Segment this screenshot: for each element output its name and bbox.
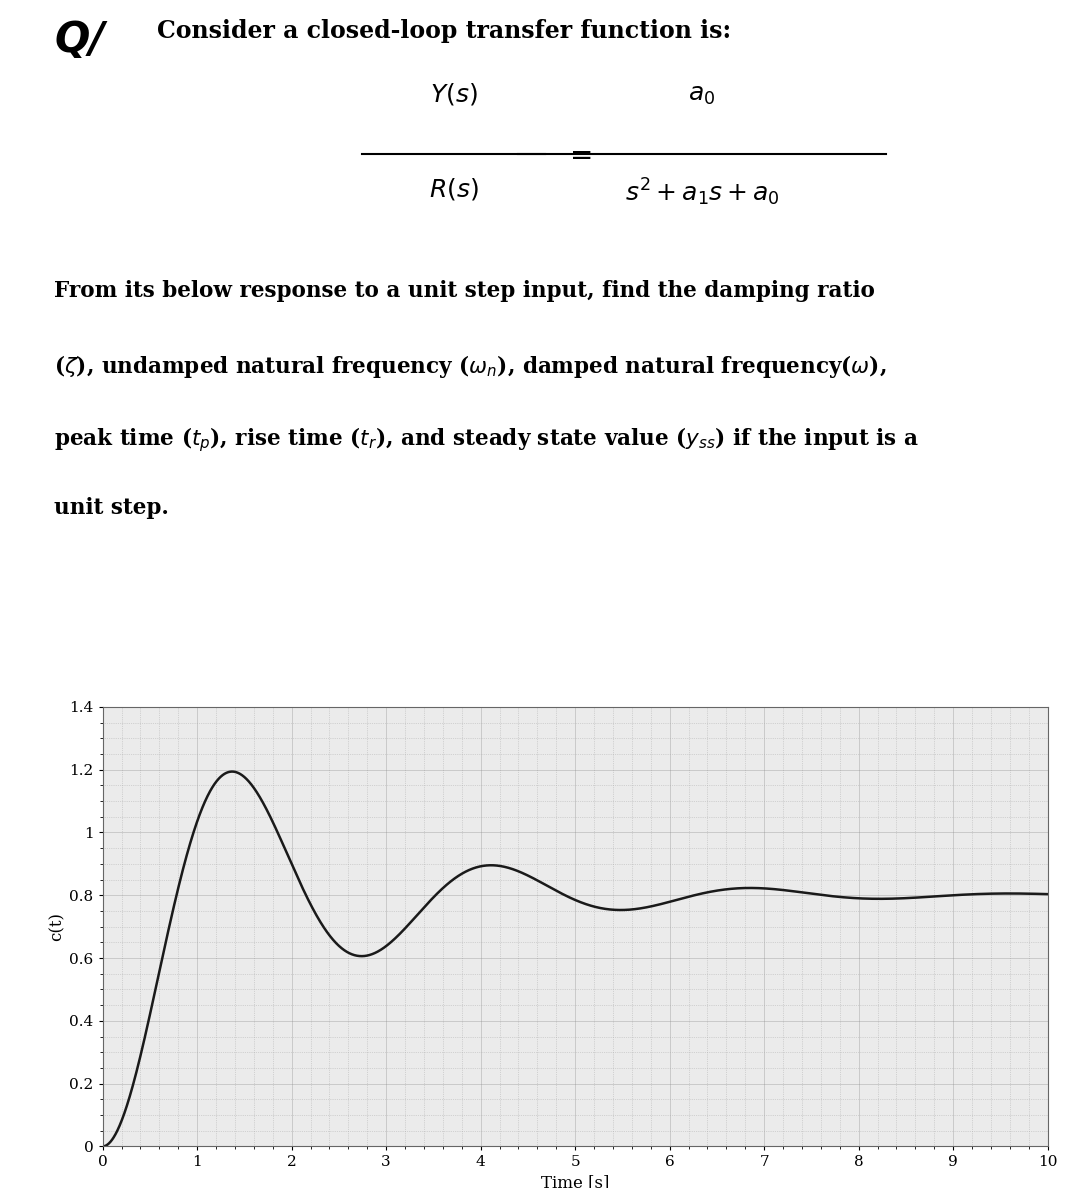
Text: Consider a closed-loop transfer function is:: Consider a closed-loop transfer function… xyxy=(157,19,731,43)
Text: $Y(s)$: $Y(s)$ xyxy=(430,81,477,107)
X-axis label: Time [s]: Time [s] xyxy=(541,1174,609,1188)
Text: ($\zeta$), undamped natural frequency ($\omega_n$), damped natural frequency($\o: ($\zeta$), undamped natural frequency ($… xyxy=(54,353,887,380)
Text: $s^2 + a_1 s + a_0$: $s^2 + a_1 s + a_0$ xyxy=(624,176,780,208)
Text: $a_0$: $a_0$ xyxy=(688,84,716,107)
Y-axis label: c(t): c(t) xyxy=(49,912,65,941)
Text: peak time ($t_p$), rise time ($t_r$), and steady state value ($y_{ss}$) if the i: peak time ($t_p$), rise time ($t_r$), an… xyxy=(54,425,919,454)
Text: $=$: $=$ xyxy=(564,140,592,168)
Text: From its below response to a unit step input, find the damping ratio: From its below response to a unit step i… xyxy=(54,280,875,302)
Text: $R(s)$: $R(s)$ xyxy=(429,176,478,202)
Text: unit step.: unit step. xyxy=(54,498,168,519)
Text: Q/: Q/ xyxy=(54,19,105,61)
